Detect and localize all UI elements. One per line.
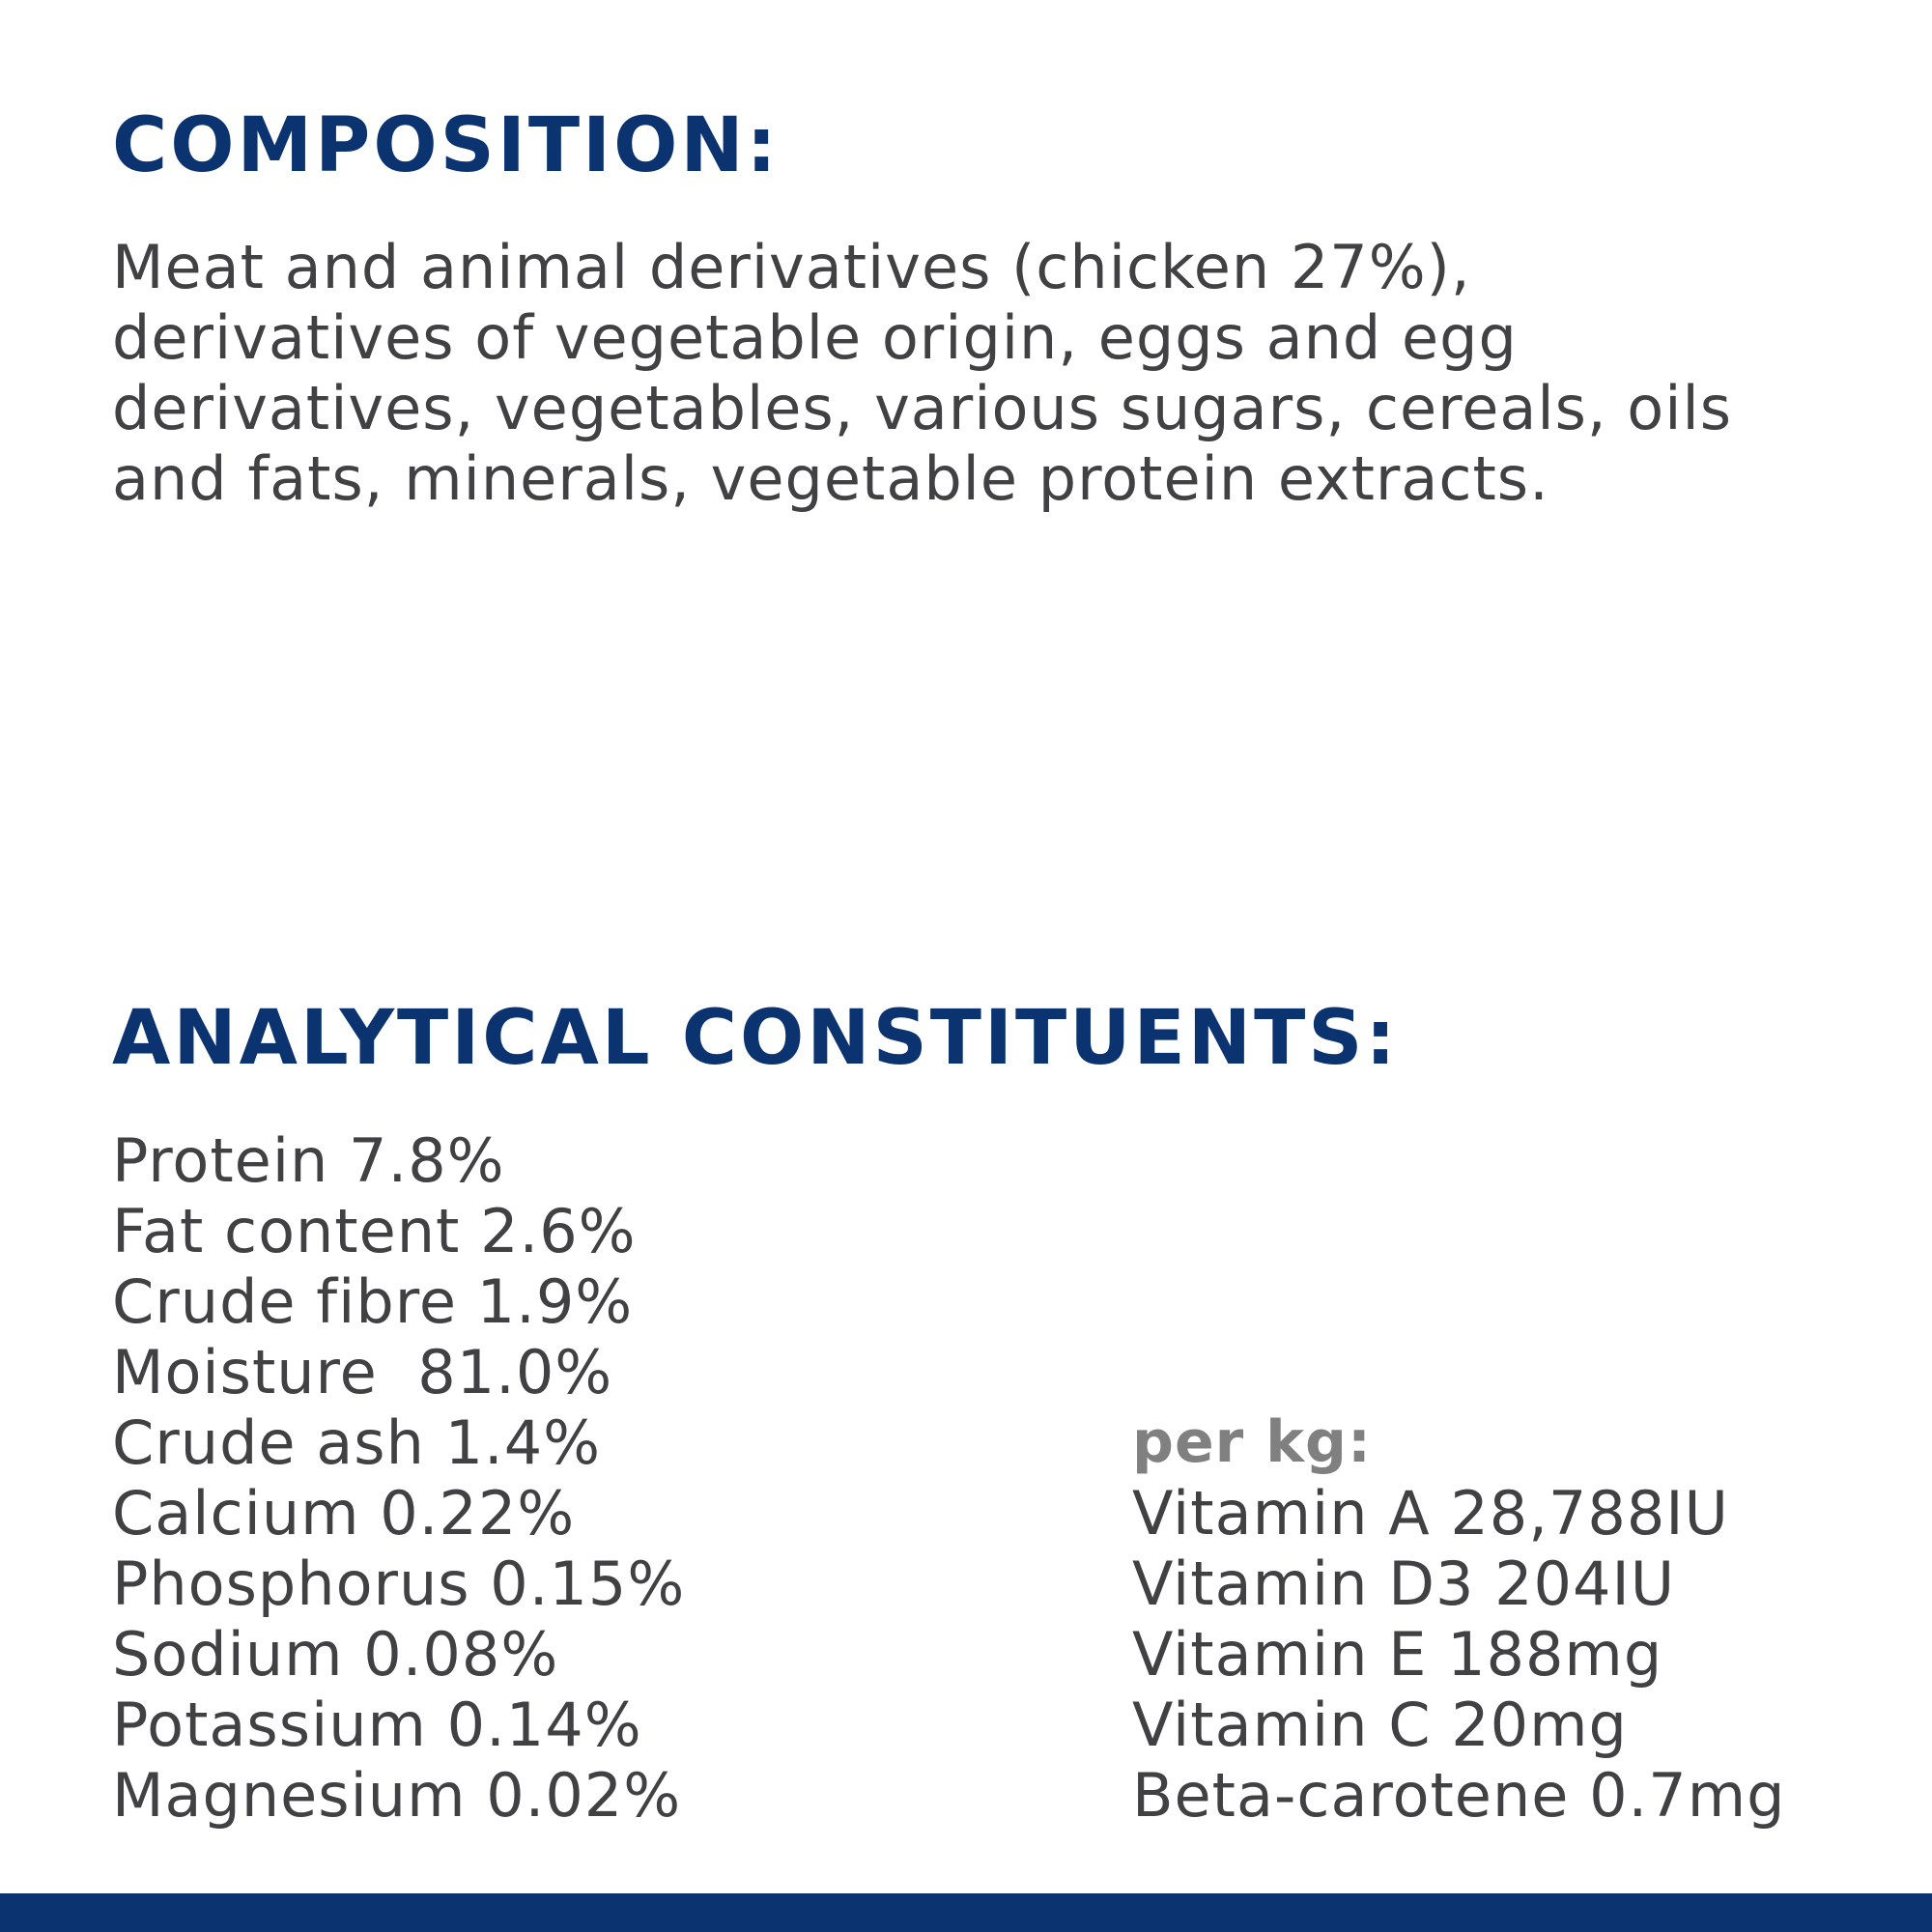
constituent-protein: Protein 7.8% [112,1125,505,1196]
per-kg-label: per kg: [1132,1408,1372,1476]
constituent-potassium: Potassium 0.14% [112,1690,642,1760]
composition-text: Meat and animal derivatives (chicken 27%… [112,232,1851,514]
composition-heading: COMPOSITION: [112,102,780,189]
composition-line: derivatives, vegetables, various sugars,… [112,373,1732,443]
constituents-list: Protein 7.8% Fat content 2.6% Crude fibr… [112,1125,685,1831]
vitamin-e: Vitamin E 188mg [1132,1619,1663,1690]
vitamins-block: per kg: Vitamin A 28,788IU Vitamin D3 20… [1132,1407,1785,1831]
composition-line: and fats, minerals, vegetable protein ex… [112,443,1549,514]
constituent-fat-content: Fat content 2.6% [112,1196,637,1266]
constituent-moisture: Moisture 81.0% [112,1337,613,1407]
constituent-magnesium: Magnesium 0.02% [112,1760,682,1831]
constituent-crude-fibre: Crude fibre 1.9% [112,1266,634,1337]
vitamin-a: Vitamin A 28,788IU [1132,1478,1729,1548]
constituent-sodium: Sodium 0.08% [112,1619,559,1690]
beta-carotene: Beta-carotene 0.7mg [1132,1760,1786,1831]
constituent-calcium: Calcium 0.22% [112,1478,576,1548]
analytical-constituents-heading: ANALYTICAL CONSTITUENTS: [112,995,1399,1082]
composition-line: Meat and animal derivatives (chicken 27%… [112,232,1471,302]
constituent-phosphorus: Phosphorus 0.15% [112,1548,686,1619]
vitamins-list: Vitamin A 28,788IU Vitamin D3 204IU Vita… [1132,1478,1785,1831]
vitamin-c: Vitamin C 20mg [1132,1690,1628,1760]
vitamin-d3: Vitamin D3 204IU [1132,1548,1676,1619]
bottom-bar [0,1893,1932,1932]
composition-line: derivatives of vegetable origin, eggs an… [112,302,1518,373]
constituent-crude-ash: Crude ash 1.4% [112,1407,602,1478]
